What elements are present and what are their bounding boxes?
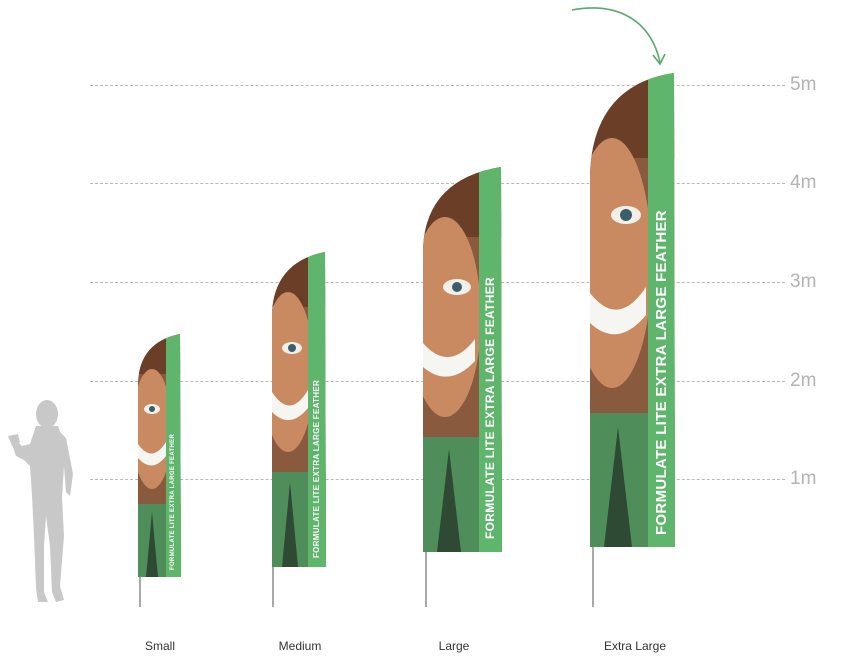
size-label-large: Large — [438, 639, 470, 653]
banner-text-medium: FORMULATE LITE EXTRA LARGE FEATHER — [312, 379, 321, 558]
flag-pole-medium — [272, 565, 274, 607]
banner-text-large: FORMULATE LITE EXTRA LARGE FEATHER — [483, 277, 497, 539]
person-silhouette-icon — [8, 400, 73, 602]
banner-text-extra-large: FORMULATE LITE EXTRA LARGE FEATHER — [653, 210, 670, 535]
feather-flag-large: FORMULATE LITE EXTRA LARGE FEATHER — [423, 167, 502, 552]
gridline-5m — [90, 85, 785, 86]
banner-text-small: FORMULATE LITE EXTRA LARGE FEATHER — [170, 433, 176, 570]
curved-arrow-icon — [571, 7, 666, 66]
tick-label-2m: 2m — [790, 370, 817, 391]
gridline-4m — [90, 183, 785, 184]
tick-label-5m: 5m — [790, 74, 817, 95]
feather-flag-extra-large: FORMULATE LITE EXTRA LARGE FEATHER — [590, 73, 675, 547]
tick-label-3m: 3m — [790, 271, 817, 292]
size-label-extra-large: Extra Large — [603, 639, 667, 653]
flag-pole-large — [425, 550, 427, 607]
feather-flag-medium: FORMULATE LITE EXTRA LARGE FEATHER — [272, 252, 326, 567]
tick-label-4m: 4m — [790, 172, 817, 193]
tick-label-1m: 1m — [790, 468, 817, 489]
flag-pole-small — [139, 575, 141, 607]
size-label-small: Small — [144, 639, 175, 653]
feather-flag-small: FORMULATE LITE EXTRA LARGE FEATHER — [138, 334, 181, 577]
flag-pole-extra-large — [592, 545, 594, 607]
size-label-medium: Medium — [278, 639, 322, 653]
